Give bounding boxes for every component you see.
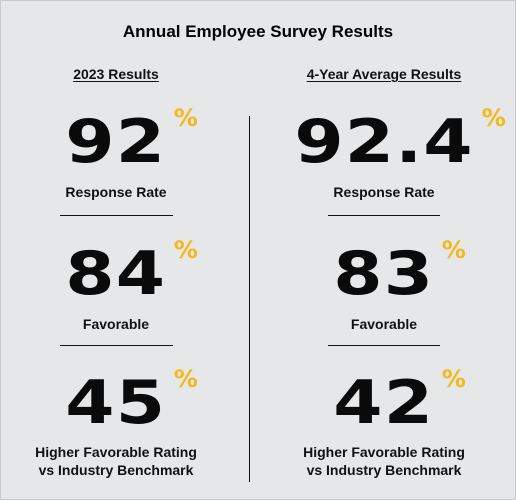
stat-label-line2: vs Industry Benchmark	[38, 462, 194, 478]
stat-favorable-2023: 84% Favorable	[0, 238, 232, 333]
divider-line	[328, 215, 440, 216]
column-2023-results: 2023 Results 92% Response Rate 84% Favor…	[0, 0, 232, 500]
divider-line	[328, 345, 440, 346]
percent-sign: %	[442, 236, 468, 264]
stat-number: 83	[333, 239, 435, 309]
stat-favorable-4yr: 83% Favorable	[266, 238, 502, 333]
stat-label-line2: vs Industry Benchmark	[306, 462, 462, 478]
stat-value: 92.4%	[294, 106, 506, 172]
page-title: Annual Employee Survey Results	[122, 22, 394, 41]
divider-line	[60, 345, 173, 346]
stat-label-line1: Higher Favorable Rating	[35, 444, 197, 460]
stat-value: 92%	[66, 106, 199, 172]
stat-label: Response Rate	[65, 184, 167, 200]
stat-response-rate-2023: 92% Response Rate	[0, 106, 232, 201]
stat-benchmark-4yr: 42% Higher Favorable Rating vs Industry …	[266, 367, 502, 479]
stat-label: Response Rate	[333, 184, 435, 200]
percent-sign: %	[174, 104, 200, 132]
stat-number: 42	[333, 368, 435, 438]
stat-label: Favorable	[82, 316, 150, 332]
column-4-year-average: 4-Year Average Results 92.4% Response Ra…	[266, 0, 506, 500]
stat-value: 45%	[66, 367, 199, 433]
stat-benchmark-2023: 45% Higher Favorable Rating vs Industry …	[0, 367, 232, 479]
stat-response-rate-4yr: 92.4% Response Rate	[266, 106, 506, 201]
stat-value: 84%	[66, 238, 199, 304]
percent-sign: %	[481, 104, 507, 132]
stat-label: Favorable	[350, 316, 418, 332]
column-heading-2023: 2023 Results	[73, 66, 159, 82]
stat-label-line1: Higher Favorable Rating	[303, 444, 465, 460]
stat-number: 92	[65, 107, 167, 177]
divider-line	[60, 215, 173, 216]
stat-number: 45	[65, 368, 167, 438]
percent-sign: %	[174, 365, 200, 393]
stat-number: 84	[65, 239, 167, 309]
stat-value: 42%	[334, 367, 467, 433]
stat-value: 83%	[334, 238, 467, 304]
column-heading-4-year: 4-Year Average Results	[306, 66, 462, 82]
column-divider	[249, 116, 250, 482]
stat-number: 92.4	[294, 107, 474, 177]
percent-sign: %	[442, 365, 468, 393]
percent-sign: %	[174, 236, 200, 264]
